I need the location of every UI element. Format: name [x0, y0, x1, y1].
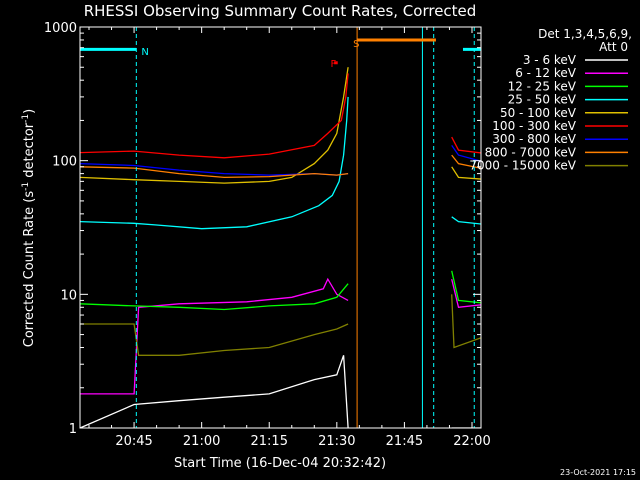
legend-label-3: 12 - 25 keV — [508, 79, 577, 93]
legend-label-4: 25 - 50 keV — [508, 93, 577, 107]
y-axis-title-end: ) — [22, 109, 37, 114]
y-tick-label-1: 1 — [69, 422, 77, 437]
x-tick-label-1: 20:45 — [115, 434, 152, 449]
y-axis-title-mid: detector — [22, 122, 37, 182]
y-tick-label-2: 10 — [60, 288, 77, 303]
series-line-3-seg-2 — [451, 270, 481, 304]
legend-header-line1: Det 1,3,4,5,6,9, — [538, 27, 632, 41]
series-line-5-seg-2 — [451, 166, 481, 180]
y-axis-title: Corrected Count Rate (s-1 detector-1) — [21, 109, 37, 347]
legend-label-7: 300 - 800 keV — [492, 132, 576, 146]
series-group — [80, 27, 481, 428]
plot-frame — [79, 26, 482, 429]
series-line-8-seg-1 — [80, 166, 349, 179]
footer-date: 23-Oct-2021 17:15 — [560, 468, 636, 477]
legend-label-8: 800 - 7000 keV — [485, 145, 577, 159]
series-line-9-seg-2 — [451, 294, 481, 349]
x-tick-label-2: 21:00 — [183, 434, 220, 449]
legend-label-1: 3 - 6 keV — [523, 53, 577, 67]
series-line-2-seg-2 — [451, 278, 481, 309]
y-tick-label-3: 100 — [52, 155, 77, 170]
series-line-6-seg-1 — [80, 73, 349, 159]
flag-label-1: N — [141, 47, 148, 58]
series-line-3-seg-1 — [80, 283, 349, 311]
y-axis-title-sup2: -1 — [21, 114, 31, 123]
series-line-5-seg-1 — [80, 67, 349, 184]
series-line-9-seg-1 — [80, 323, 349, 356]
x-tick-label-6: 22:00 — [453, 434, 490, 449]
series-line-4-seg-1 — [80, 96, 349, 230]
legend-label-9: 7000 - 15000 keV — [469, 159, 576, 173]
series-line-8-seg-2 — [451, 154, 481, 169]
y-axis-title-sup1: -1 — [21, 182, 31, 191]
chart-title: RHESSI Observing Summary Count Rates, Co… — [84, 2, 477, 20]
legend-label-5: 50 - 100 keV — [500, 106, 577, 120]
x-tick-label-5: 21:45 — [386, 434, 423, 449]
series-line-1-seg-1 — [80, 355, 349, 428]
flag-label-2: S — [353, 39, 359, 50]
series-line-6-seg-2 — [451, 136, 481, 154]
x-tick-label-4: 21:30 — [318, 434, 355, 449]
y-tick-label-4: 1000 — [44, 21, 77, 36]
flag-label-3: F — [331, 59, 337, 70]
series-line-4-seg-2 — [451, 216, 481, 225]
plot-area: N S F 20:45 21:00 21:15 21:30 21:45 22:00 1 10 100 1… — [44, 21, 491, 449]
legend-label-2: 6 - 12 keV — [515, 66, 577, 80]
x-axis-title: Start Time (16-Dec-04 20:32:42) — [174, 456, 386, 471]
legend-header-line2: Att 0 — [599, 40, 628, 54]
legend-label-6: 100 - 300 keV — [492, 119, 576, 133]
x-tick-label-3: 21:15 — [251, 434, 288, 449]
y-axis-title-main: Corrected Count Rate (s — [22, 191, 37, 348]
